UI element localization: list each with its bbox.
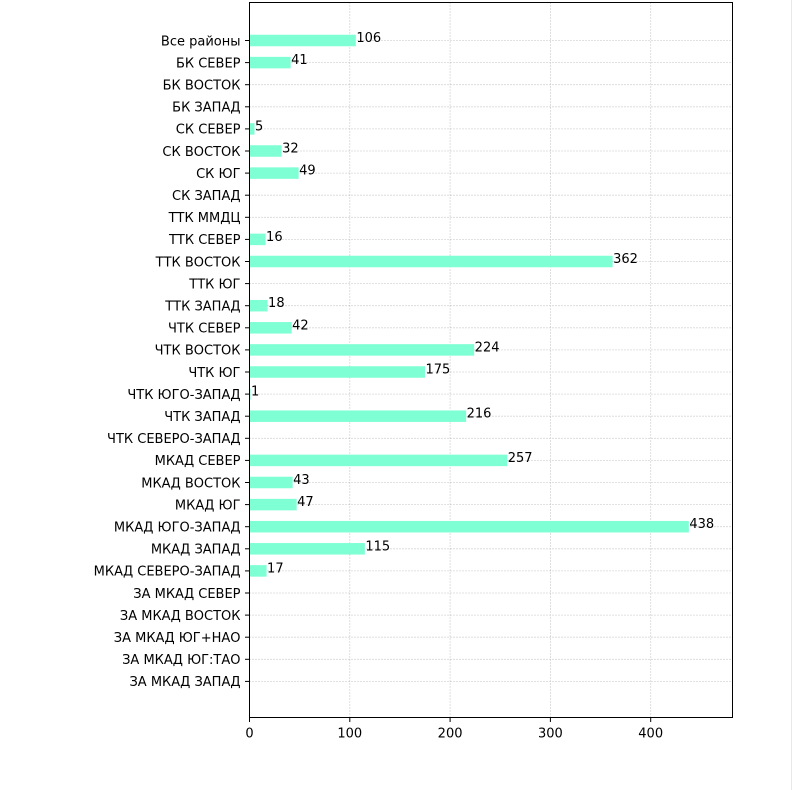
data-label: 438 bbox=[689, 517, 714, 532]
x-tick-label: 100 bbox=[337, 727, 362, 742]
y-category-label: ТТК СЕВЕР bbox=[168, 233, 241, 248]
y-category-label: ЗА МКАД ЮГ+НАО bbox=[114, 631, 241, 646]
bar bbox=[249, 34, 356, 47]
bar bbox=[249, 543, 365, 555]
y-category-label: ЗА МКАД ВОСТОК bbox=[120, 609, 241, 624]
data-label: 5 bbox=[255, 119, 263, 134]
data-label: 47 bbox=[297, 495, 314, 510]
data-label: 42 bbox=[292, 318, 309, 333]
bar bbox=[249, 322, 292, 334]
data-label: 16 bbox=[266, 230, 283, 245]
y-category-label: ЧТК ВОСТОК bbox=[155, 344, 241, 359]
y-category-label: СК ЗАПАД bbox=[172, 189, 241, 204]
y-category-label: МКАД ЮГО-ЗАПАД bbox=[114, 521, 241, 536]
y-category-label: МКАД ЗАПАД bbox=[151, 543, 241, 558]
y-category-label: МКАД ЮГ bbox=[175, 498, 241, 513]
data-label: 362 bbox=[613, 252, 638, 267]
bar bbox=[249, 123, 255, 135]
y-category-label: ЗА МКАД ЮГ:ТАО bbox=[122, 653, 240, 668]
bar bbox=[249, 167, 299, 179]
data-label: 257 bbox=[508, 451, 533, 466]
y-category-label: Все районы bbox=[161, 34, 241, 49]
y-category-label: ЧТК ЮГО-ЗАПАД bbox=[127, 388, 240, 403]
y-category-label: ТТК ЮГ bbox=[188, 277, 240, 292]
bar bbox=[249, 233, 266, 246]
bar bbox=[249, 498, 297, 511]
data-label: 41 bbox=[291, 53, 308, 68]
bar bbox=[249, 366, 426, 378]
x-tick-label: 400 bbox=[638, 727, 663, 742]
y-category-label: МКАД СЕВЕРО-ЗАПАД bbox=[94, 565, 241, 580]
grid-lines bbox=[249, 2, 733, 718]
y-category-label: БК ЗАПАД bbox=[172, 101, 240, 116]
data-label: 43 bbox=[293, 473, 310, 488]
data-label: 49 bbox=[299, 164, 316, 179]
data-label: 216 bbox=[467, 407, 492, 422]
data-label: 17 bbox=[267, 561, 284, 576]
data-label: 224 bbox=[475, 340, 500, 355]
bar bbox=[249, 410, 467, 422]
y-category-label: СК ВОСТОК bbox=[162, 145, 240, 160]
x-tick-label: 200 bbox=[438, 727, 463, 742]
data-label: 18 bbox=[268, 296, 285, 311]
x-tick-label: 300 bbox=[538, 727, 563, 742]
bar bbox=[249, 56, 291, 69]
y-category-label: БК СЕВЕР bbox=[176, 56, 241, 71]
data-label: 32 bbox=[282, 142, 299, 157]
bar bbox=[249, 454, 508, 467]
data-label: 175 bbox=[426, 363, 451, 378]
bars bbox=[249, 34, 689, 577]
data-label: 115 bbox=[365, 539, 390, 554]
y-category-label: ТТК ВОСТОК bbox=[155, 255, 241, 270]
bar bbox=[249, 344, 475, 356]
y-category-label: МКАД ВОСТОК bbox=[141, 476, 240, 491]
y-category-label: ЗА МКАД СЕВЕР bbox=[133, 587, 240, 602]
y-category-label: ЧТК ЮГ bbox=[188, 366, 240, 381]
bar bbox=[249, 299, 268, 312]
bar bbox=[249, 565, 267, 577]
y-category-label: ЧТК СЕВЕР bbox=[168, 322, 241, 337]
bar bbox=[249, 520, 689, 533]
y-category-label: МКАД СЕВЕР bbox=[155, 454, 241, 469]
y-category-label: ЧТК ЗАПАД bbox=[164, 410, 240, 425]
y-category-label: ТТК ММДЦ bbox=[168, 211, 241, 226]
y-category-label: ЗА МКАД ЗАПАД bbox=[129, 675, 240, 690]
plot-frame bbox=[249, 2, 733, 718]
x-axis-ticks: 0 100 200 300 400 bbox=[245, 40, 663, 742]
y-category-label: СК СЕВЕР bbox=[176, 123, 241, 138]
data-label: 1 bbox=[251, 385, 259, 400]
y-category-label: СК ЮГ bbox=[196, 167, 240, 182]
x-tick-label: 0 bbox=[245, 727, 253, 742]
bar bbox=[249, 255, 613, 268]
y-category-label: ТТК ЗАПАД bbox=[164, 300, 240, 315]
bar bbox=[249, 388, 251, 400]
y-category-label: ЧТК СЕВЕРО-ЗАПАД bbox=[107, 432, 240, 447]
bar bbox=[249, 476, 293, 489]
bar bbox=[249, 145, 282, 157]
data-label: 106 bbox=[356, 31, 381, 46]
y-axis-category-labels: Все районы БК СЕВЕР БК ВОСТОК БК ЗАПАД СК СЕ… bbox=[94, 34, 241, 690]
y-category-label: БК ВОСТОК bbox=[163, 79, 241, 94]
